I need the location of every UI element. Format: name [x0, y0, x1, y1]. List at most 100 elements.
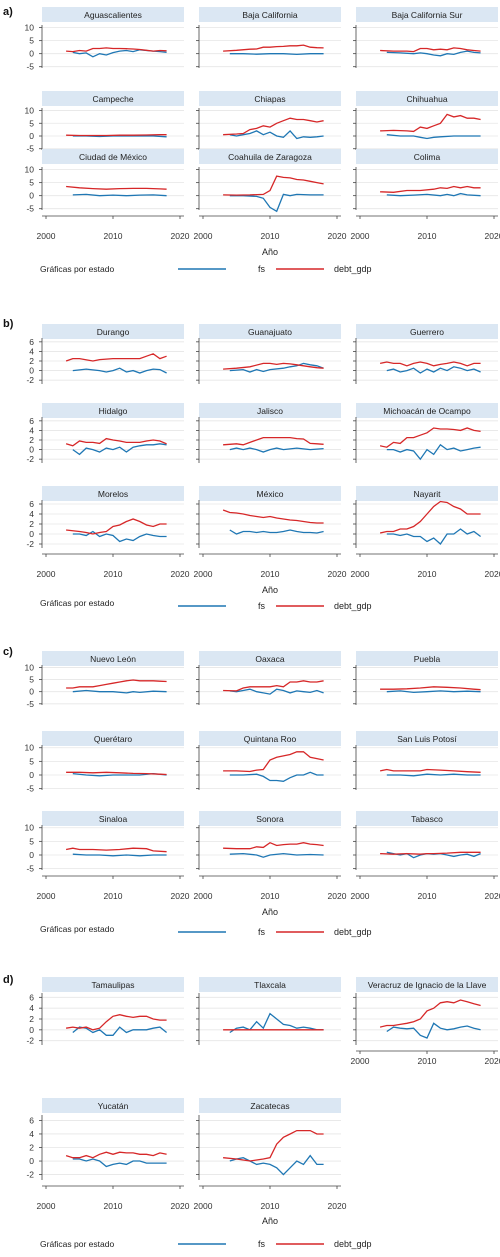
state-title: San Luis Potosí [397, 734, 457, 744]
x-tick-label: 2000 [194, 569, 213, 579]
state-title: Guanajuato [248, 327, 292, 337]
y-tick-label: 5 [29, 36, 34, 46]
y-tick-label: 0 [29, 131, 34, 141]
panel-label: d) [3, 974, 14, 986]
series-fs-line [72, 443, 167, 456]
series-debt-gdp-line [223, 362, 324, 370]
state-title: Jalisco [257, 406, 283, 416]
x-tick-label: 2010 [261, 1201, 280, 1211]
y-tick-label: 10 [25, 823, 35, 833]
state-title: Veracruz de Ignacio de la Llave [368, 980, 487, 990]
state-title: Zacatecas [250, 1101, 289, 1111]
state-header [42, 651, 184, 666]
legend-debt-gdp-label: debt_gdp [334, 927, 372, 937]
x-tick-label: 2010 [261, 569, 280, 579]
series-debt-gdp-line [380, 185, 481, 193]
state-header [199, 651, 341, 666]
y-tick-label: 4 [29, 1129, 34, 1139]
x-axis-title: Año [262, 1216, 278, 1226]
y-tick-label: 0 [29, 770, 34, 780]
state-title: Nuevo León [90, 654, 136, 664]
state-header [199, 1098, 341, 1113]
state-header [42, 1098, 184, 1113]
x-tick-label: 2020 [485, 1056, 500, 1066]
series-fs-line [72, 530, 167, 543]
series-fs-line [386, 443, 481, 461]
y-tick-label: -5 [26, 204, 34, 214]
y-tick-label: -2 [26, 539, 34, 549]
state-header [356, 149, 498, 164]
state-title: Campeche [92, 94, 133, 104]
state-header [42, 486, 184, 501]
state-header [42, 7, 184, 22]
series-debt-gdp-line [223, 175, 324, 196]
y-tick-label: 0 [29, 1156, 34, 1166]
state-title: Chiapas [254, 94, 285, 104]
x-tick-label: 2020 [171, 569, 190, 579]
state-header [356, 403, 498, 418]
series-debt-gdp-line [66, 518, 167, 535]
y-tick-label: -5 [26, 144, 34, 154]
x-tick-label: 2020 [171, 891, 190, 901]
state-header [42, 731, 184, 746]
y-tick-label: 6 [29, 1115, 34, 1125]
x-axis-title: Año [262, 585, 278, 595]
x-tick-label: 2020 [328, 569, 347, 579]
series-debt-gdp-line [65, 1014, 167, 1031]
y-tick-label: -5 [26, 864, 34, 874]
y-tick-label: 10 [25, 165, 35, 175]
state-title: Tabasco [411, 814, 443, 824]
series-fs-line [386, 690, 481, 694]
state-title: Coahuila de Zaragoza [228, 152, 312, 162]
y-tick-label: 0 [29, 445, 34, 455]
state-header [42, 324, 184, 339]
x-tick-label: 2000 [351, 1056, 370, 1066]
legend-debt-gdp-label: debt_gdp [334, 1239, 372, 1249]
state-title: Tamaulipas [92, 980, 135, 990]
series-debt-gdp-line [65, 437, 167, 447]
series-fs-line [386, 366, 481, 374]
y-tick-label: -2 [26, 1036, 34, 1046]
x-tick-label: 2000 [37, 231, 56, 241]
state-header [42, 403, 184, 418]
x-tick-label: 2020 [171, 231, 190, 241]
state-header [356, 91, 498, 106]
state-title: Querétaro [94, 734, 133, 744]
state-title: Sinaloa [99, 814, 128, 824]
y-tick-label: 6 [29, 416, 34, 426]
state-title: Morelos [98, 489, 128, 499]
y-tick-label: -5 [26, 784, 34, 794]
state-title: Hidalgo [99, 406, 128, 416]
state-header [356, 486, 498, 501]
series-debt-gdp-line [66, 679, 167, 689]
y-tick-label: 10 [25, 106, 35, 116]
series-fs-line [386, 192, 481, 197]
series-fs-line [386, 134, 481, 140]
state-title: Ciudad de México [79, 152, 147, 162]
legend-fs-label: fs [258, 264, 266, 274]
series-debt-gdp-line [379, 427, 481, 448]
x-tick-label: 2020 [328, 231, 347, 241]
y-tick-label: 4 [29, 1003, 34, 1013]
x-tick-label: 2000 [37, 569, 56, 579]
y-tick-label: 0 [29, 1025, 34, 1035]
y-tick-label: 0 [29, 850, 34, 860]
state-title: Durango [97, 327, 130, 337]
series-fs-line [386, 1022, 481, 1039]
x-tick-label: 2000 [194, 891, 213, 901]
y-tick-label: 5 [29, 118, 34, 128]
x-tick-label: 2000 [194, 1201, 213, 1211]
series-debt-gdp-line [65, 353, 167, 362]
series-debt-gdp-line [380, 113, 481, 133]
series-debt-gdp-line [66, 771, 167, 776]
series-debt-gdp-line [223, 841, 324, 850]
y-tick-label: 2 [29, 1143, 34, 1153]
y-tick-label: 10 [25, 743, 35, 753]
series-fs-line [386, 773, 481, 777]
x-tick-label: 2010 [104, 231, 123, 241]
state-header [356, 324, 498, 339]
state-header [199, 149, 341, 164]
x-axis-title: Año [262, 907, 278, 917]
series-fs-line [72, 853, 167, 857]
y-tick-label: -2 [26, 454, 34, 464]
